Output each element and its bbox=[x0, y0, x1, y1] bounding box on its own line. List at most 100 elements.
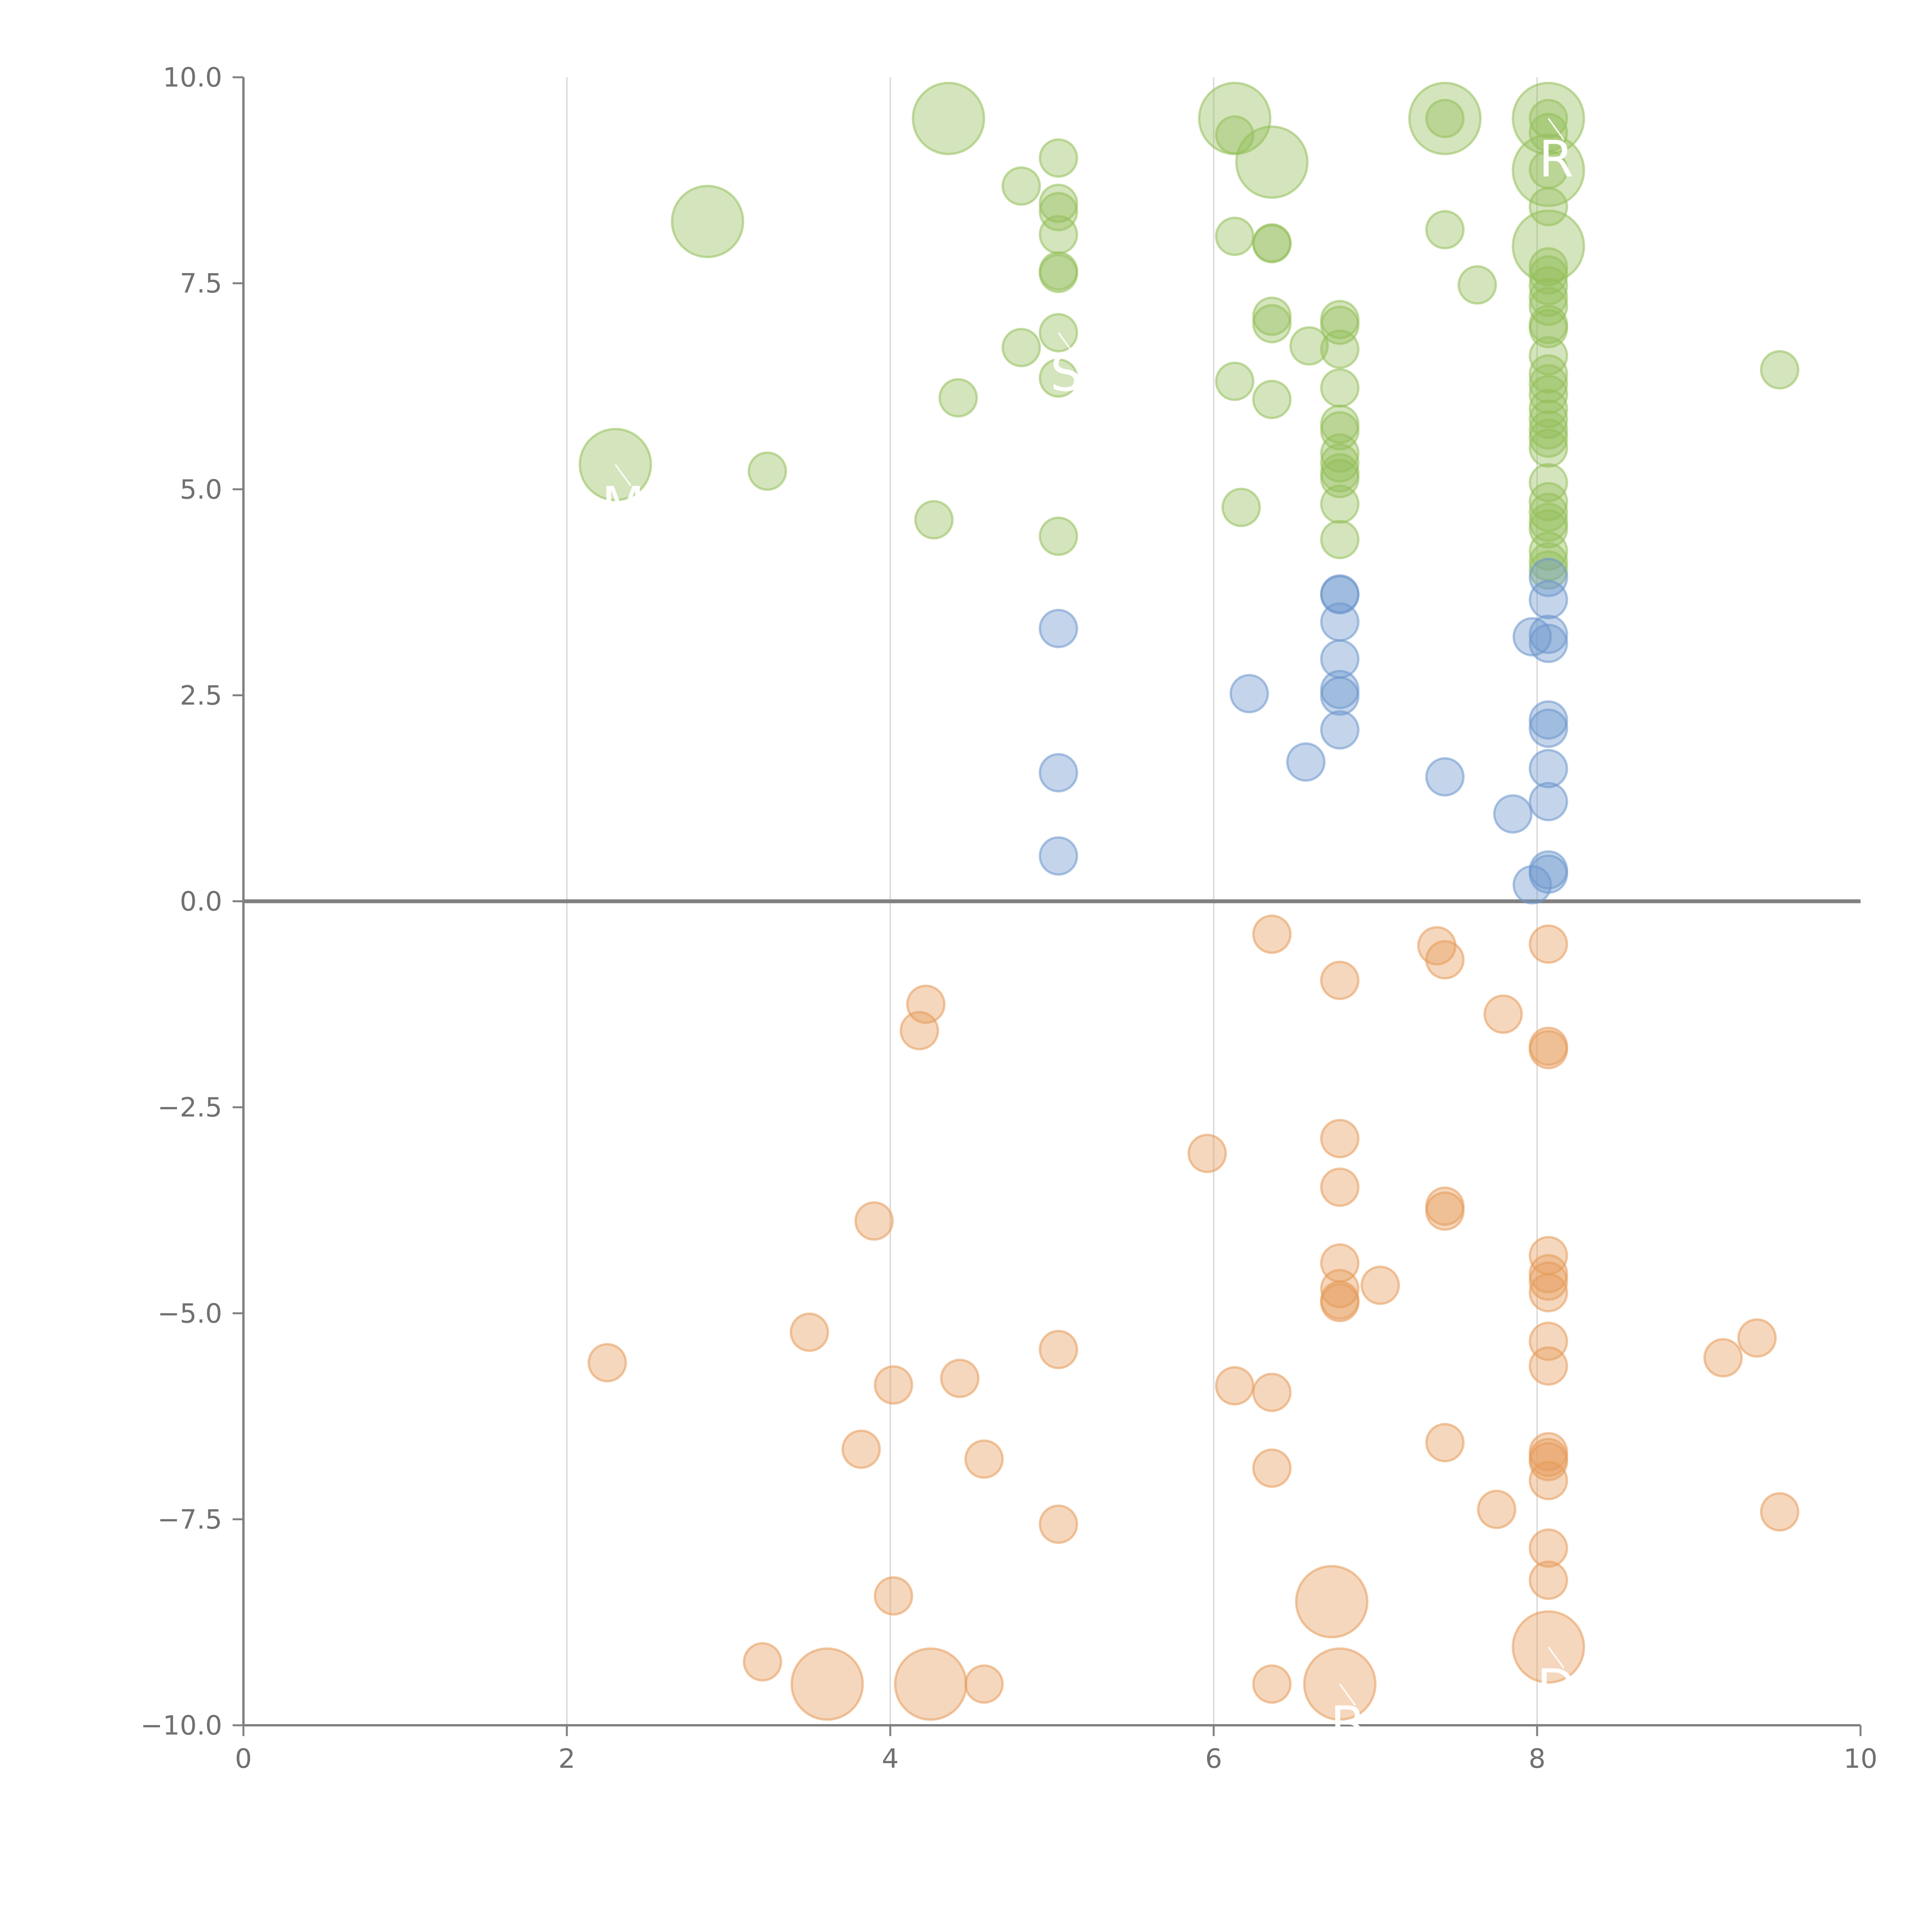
label-leader bbox=[1058, 332, 1075, 355]
bubble-high bbox=[1760, 350, 1799, 390]
bubble-low bbox=[1320, 1167, 1360, 1207]
bubble-low bbox=[1252, 1664, 1292, 1704]
label-leader bbox=[1339, 1684, 1356, 1706]
bubble-low bbox=[906, 985, 946, 1024]
bubble-high bbox=[1289, 326, 1329, 366]
bubble-high bbox=[1221, 488, 1261, 527]
bubble-low bbox=[1252, 1448, 1292, 1488]
bubble-label: B bbox=[1330, 1695, 1365, 1754]
bubble-low bbox=[1529, 1560, 1568, 1600]
bubble-high bbox=[1252, 223, 1292, 263]
bubble-low bbox=[874, 1365, 913, 1405]
bubble-low bbox=[743, 1642, 782, 1682]
bubble-low bbox=[894, 1647, 968, 1721]
bubble-high bbox=[1529, 309, 1568, 349]
bubble-mid bbox=[1320, 710, 1360, 750]
bubble-low bbox=[1252, 914, 1292, 954]
bubble-mid bbox=[1320, 602, 1360, 642]
bubble-low bbox=[874, 1576, 913, 1616]
bubble-high bbox=[1039, 215, 1078, 255]
bubble-low bbox=[1737, 1318, 1777, 1358]
bubble-low bbox=[1320, 961, 1360, 1000]
y-tick-label: 5.0 bbox=[180, 474, 222, 505]
bubble-low bbox=[1425, 1191, 1465, 1231]
bubble-mid bbox=[1529, 580, 1568, 620]
axes-layer: 0 2 4 6 8 10 10.0 7.5 5.0 2.5 0.0 −2.5 −5.0 −7.5 −10.0 bbox=[141, 62, 1878, 1774]
bubble-high bbox=[1039, 253, 1078, 293]
bubble-high bbox=[1215, 216, 1255, 256]
bubble-mid bbox=[1529, 558, 1568, 597]
bubble-low bbox=[1187, 1134, 1227, 1173]
bubble-high bbox=[1408, 82, 1482, 155]
bubble-mid bbox=[1529, 749, 1568, 789]
bubble-high bbox=[1425, 210, 1465, 250]
bubble-mid bbox=[1230, 674, 1269, 714]
x-tick-label: 6 bbox=[1205, 1743, 1222, 1774]
bubble-high bbox=[1320, 329, 1360, 369]
bubble-low bbox=[1529, 1346, 1568, 1386]
bubble-mid bbox=[1512, 617, 1552, 656]
bubble-layer bbox=[578, 82, 1799, 1721]
bubble-high bbox=[1039, 358, 1078, 398]
bubble-low bbox=[1361, 1265, 1400, 1305]
bubble-low bbox=[1529, 924, 1568, 964]
bubble-high bbox=[1529, 389, 1568, 429]
x-tick-label: 0 bbox=[235, 1743, 252, 1774]
bubble-mid bbox=[1320, 676, 1360, 716]
bubble-high bbox=[912, 82, 985, 155]
bubble-mid bbox=[1320, 575, 1360, 615]
bubble-low bbox=[1425, 940, 1465, 980]
bubble-label: M bbox=[601, 476, 645, 534]
bubble-high bbox=[914, 500, 954, 540]
bubble-label: D bbox=[1537, 1658, 1575, 1717]
bubble-high bbox=[1215, 115, 1255, 155]
y-tick-label: 7.5 bbox=[180, 268, 222, 299]
bubble-high bbox=[1529, 492, 1568, 532]
bubble-label: R bbox=[1539, 130, 1573, 189]
bubble-high bbox=[1039, 184, 1078, 223]
bubble-high bbox=[938, 378, 978, 418]
bubble-low bbox=[854, 1201, 894, 1241]
bubble-low bbox=[1039, 1504, 1078, 1544]
bubble-high bbox=[1529, 509, 1568, 549]
bubble-low bbox=[789, 1312, 829, 1352]
bubble-high bbox=[1001, 328, 1041, 367]
y-tick-label: 10.0 bbox=[163, 62, 222, 93]
bubble-high bbox=[1252, 304, 1292, 344]
y-tick-label: −7.5 bbox=[157, 1504, 222, 1535]
bubble-mid bbox=[1493, 794, 1533, 834]
bubble-high bbox=[1529, 266, 1568, 306]
bubble-high bbox=[1512, 133, 1585, 207]
bubble-high bbox=[1039, 138, 1078, 178]
bubble-low bbox=[1760, 1492, 1799, 1532]
bubble-mid bbox=[1529, 708, 1568, 748]
bubble-low bbox=[1295, 1565, 1369, 1639]
y-tick-label: −2.5 bbox=[157, 1092, 222, 1123]
bubble-low bbox=[1529, 1261, 1568, 1301]
bubble-low bbox=[790, 1647, 864, 1721]
bubble-high bbox=[1529, 255, 1568, 295]
label-layer: M S R B D bbox=[601, 118, 1575, 1754]
bubble-mid bbox=[1039, 609, 1078, 648]
bubble-low bbox=[1320, 1119, 1360, 1158]
bubble-low bbox=[1215, 1366, 1255, 1406]
bubble-low bbox=[1320, 1283, 1360, 1323]
bubble-low bbox=[1529, 1528, 1568, 1568]
y-tick-label: 2.5 bbox=[180, 680, 222, 711]
bubble-low bbox=[1477, 1490, 1517, 1529]
bubble-label: S bbox=[1050, 344, 1082, 403]
bubble-high bbox=[1235, 125, 1309, 199]
bubble-low bbox=[1529, 1273, 1568, 1313]
bubble-high bbox=[747, 451, 787, 491]
label-leader bbox=[1548, 1646, 1565, 1669]
bubble-low bbox=[841, 1429, 881, 1469]
bubble-low bbox=[964, 1664, 1004, 1704]
bubble-mid bbox=[1512, 865, 1552, 905]
bubble-low bbox=[1425, 1423, 1465, 1463]
bubble-high bbox=[1529, 418, 1568, 458]
bubble-high bbox=[1215, 361, 1255, 401]
bubble-mid bbox=[1039, 836, 1078, 876]
bubble-high bbox=[1529, 428, 1568, 468]
bubble-high bbox=[1529, 482, 1568, 522]
bubble-high bbox=[1320, 520, 1360, 560]
